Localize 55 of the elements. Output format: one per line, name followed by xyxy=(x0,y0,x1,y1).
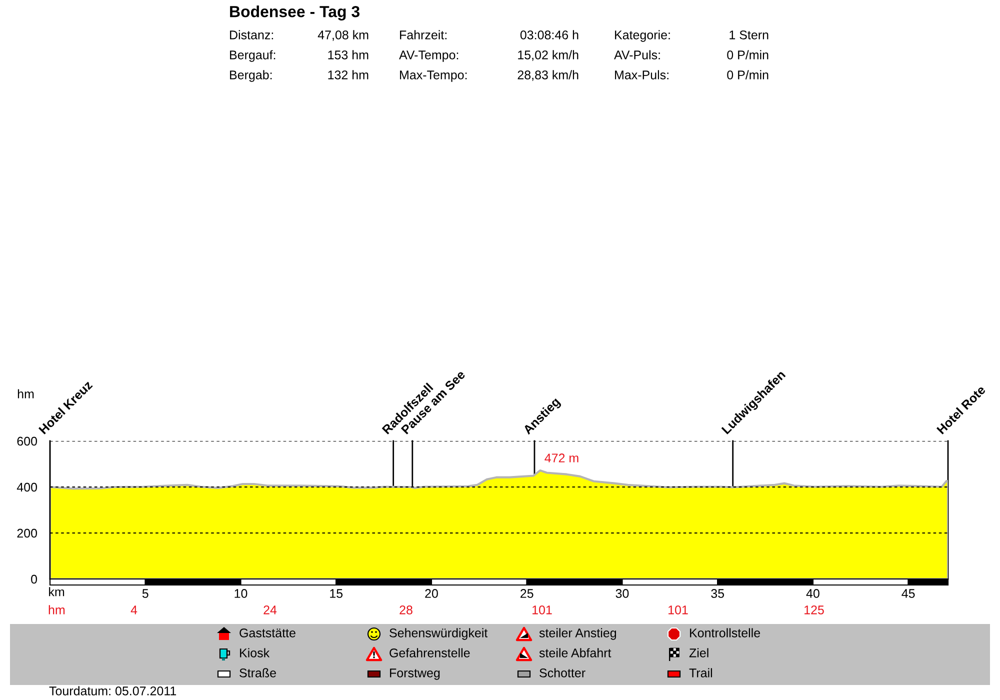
text: 153 hm xyxy=(328,50,368,60)
annotation: 472 m xyxy=(544,454,578,462)
text: 4 xyxy=(130,606,138,614)
text: Kiosk xyxy=(240,648,270,658)
text: AV-Tempo: xyxy=(399,50,458,62)
text: Schotter xyxy=(540,668,586,678)
text: hm xyxy=(48,605,65,614)
text: 101 xyxy=(668,606,688,614)
x-tick-label: 15 xyxy=(330,589,343,598)
text: Sehenswürdigkeit xyxy=(390,628,488,640)
x-tick-label: 20 xyxy=(425,589,438,598)
y-tick-label: 400 xyxy=(16,482,38,492)
text: Kategorie: xyxy=(615,30,670,42)
text: AV-Puls: xyxy=(614,50,660,60)
text: 28,83 km/h xyxy=(518,70,578,81)
y-tick-label: 0 xyxy=(31,574,38,584)
text: 24 xyxy=(264,606,277,614)
y-tick-label: 600 xyxy=(17,436,38,446)
x-tick-label: 5 xyxy=(142,589,148,598)
text: 47,08 km xyxy=(318,30,368,41)
text: Tourdatum: 05.07.2011 xyxy=(49,686,176,696)
y-tick-label: 200 xyxy=(17,528,38,538)
x-tick-label: 45 xyxy=(902,589,915,598)
text: steiler Anstieg xyxy=(539,628,616,640)
text: Distanz: xyxy=(230,30,274,40)
text: steile Abfahrt xyxy=(539,648,612,658)
text: Gefahrenstelle xyxy=(390,648,470,658)
text: Max-Tempo: xyxy=(400,70,467,82)
text: Bergab: xyxy=(230,70,272,82)
text: Gaststätte xyxy=(240,628,296,638)
text: 1 Stern xyxy=(730,30,768,40)
text: 0 P/min xyxy=(727,70,768,80)
text: 132 hm xyxy=(328,70,368,80)
text: Fahrzeit: xyxy=(400,30,446,40)
x-axis-title: km xyxy=(49,587,64,596)
text: Bodensee - Tag 3 xyxy=(230,6,360,20)
text: Straße xyxy=(240,668,276,678)
x-tick-label: 40 xyxy=(806,589,820,598)
text: Bergauf: xyxy=(230,50,276,62)
text: Kontrollstelle xyxy=(690,628,760,638)
text: Ziel xyxy=(689,648,708,658)
y-axis-title: hm xyxy=(18,389,34,398)
text: Max-Puls: xyxy=(615,70,668,80)
text: 0 P/min xyxy=(727,50,768,60)
text: Trail xyxy=(689,668,712,678)
x-tick-label: 35 xyxy=(711,589,724,598)
text: 101 xyxy=(532,606,552,614)
x-tick-label: 10 xyxy=(234,589,248,598)
text: Forstweg xyxy=(390,668,440,680)
text: 15,02 km/h xyxy=(518,50,578,61)
text: 03:08:46 h xyxy=(520,30,578,40)
x-tick-label: 25 xyxy=(520,589,534,598)
x-tick-label: 30 xyxy=(616,589,629,598)
text: 125 xyxy=(804,606,824,614)
text: 28 xyxy=(400,606,412,614)
